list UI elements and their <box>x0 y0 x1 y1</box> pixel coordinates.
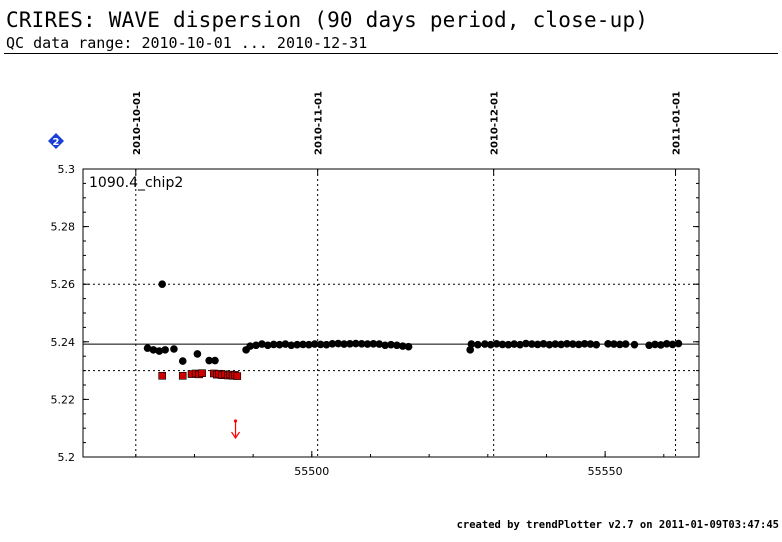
data-point <box>178 357 187 365</box>
data-point <box>352 339 360 348</box>
data-point <box>616 340 624 349</box>
data-point <box>604 340 612 348</box>
data-point <box>269 340 278 349</box>
data-point <box>264 341 272 350</box>
data-point <box>539 340 548 348</box>
data-point <box>674 339 683 348</box>
data-point <box>404 342 413 351</box>
data-point <box>498 340 507 349</box>
data-point <box>592 340 601 349</box>
data-point <box>522 339 530 348</box>
data-point <box>528 340 536 348</box>
data-point <box>466 346 475 354</box>
y-tick-label: 5.26 <box>51 278 76 291</box>
data-point <box>252 341 260 350</box>
data-point <box>580 340 589 348</box>
data-point <box>381 341 389 350</box>
data-point <box>563 340 571 348</box>
chart-title: CRIRES: WAVE dispersion (90 days period,… <box>6 8 649 32</box>
data-point <box>322 340 331 349</box>
data-point <box>299 340 307 349</box>
data-point <box>363 340 372 348</box>
data-point <box>328 340 337 348</box>
data-point <box>630 340 639 349</box>
data-point <box>481 340 489 348</box>
data-point <box>504 340 513 349</box>
data-point <box>143 344 152 352</box>
date-tick-label: 2010-12-01 <box>490 91 501 155</box>
data-point <box>170 345 178 353</box>
data-point <box>545 340 554 349</box>
data-point <box>621 340 630 348</box>
data-point <box>369 340 378 348</box>
footer-credit: created by trendPlotter v2.7 on 2011-01-… <box>456 519 779 531</box>
data-point <box>205 356 213 365</box>
data-point <box>516 340 524 349</box>
data-point <box>586 340 595 348</box>
data-point <box>492 340 501 348</box>
data-point <box>657 341 665 349</box>
data-point <box>211 356 219 365</box>
data-point <box>357 340 366 348</box>
plot-frame <box>82 168 700 458</box>
data-point <box>387 340 395 349</box>
data-point <box>275 340 284 349</box>
y-tick-label: 5.3 <box>58 163 76 176</box>
data-point <box>610 340 618 348</box>
data-point <box>340 340 348 348</box>
data-point <box>393 341 401 350</box>
data-point <box>310 340 319 348</box>
data-point <box>149 346 158 354</box>
data-point <box>668 340 677 349</box>
data-point <box>305 340 313 349</box>
data-point <box>551 340 560 348</box>
flagged-data-point <box>233 372 242 380</box>
data-point <box>346 340 354 348</box>
data-point <box>293 340 301 349</box>
diamond-icon <box>48 133 64 149</box>
qc-data-range: QC data range: 2010-10-01 ... 2010-12-31 <box>6 34 368 52</box>
header-rule <box>4 53 778 54</box>
y-tick-label: 5.2 <box>58 451 76 464</box>
data-point <box>645 341 653 350</box>
flagged-data-point <box>158 371 166 380</box>
data-point <box>281 340 290 348</box>
x-tick-label: 55550 <box>588 465 623 478</box>
legend-marker-label: 2 <box>53 137 60 148</box>
legend-marker: 2 <box>48 133 64 149</box>
flagged-data-point <box>178 371 187 380</box>
data-point <box>510 340 518 348</box>
data-point <box>533 340 542 349</box>
y-tick-label: 5.24 <box>51 336 76 349</box>
data-point <box>375 340 384 348</box>
data-point <box>474 340 482 349</box>
x-tick-label: 55500 <box>294 465 329 478</box>
data-point <box>334 339 343 348</box>
y-tick-label: 5.28 <box>51 221 76 234</box>
data-point <box>569 340 577 348</box>
flagged-data-point <box>198 369 206 377</box>
data-point <box>651 340 659 349</box>
data-point <box>662 340 671 348</box>
date-tick-label: 2010-10-01 <box>132 91 143 155</box>
data-point <box>574 340 583 349</box>
y-tick-label: 5.22 <box>51 393 76 406</box>
data-point <box>398 342 407 350</box>
data-point <box>557 340 565 349</box>
data-point <box>246 342 254 350</box>
data-point <box>287 341 296 350</box>
data-point <box>161 346 169 354</box>
data-point <box>486 340 495 349</box>
panel-label: 1090.4_chip2 <box>89 175 183 191</box>
data-point <box>158 280 166 289</box>
data-point <box>316 340 325 349</box>
data-point <box>193 350 202 358</box>
data-point <box>258 340 266 348</box>
date-tick-label: 2010-11-01 <box>314 91 325 155</box>
data-point <box>155 347 164 355</box>
outlier-arrow-head <box>231 431 241 440</box>
date-tick-label: 2011-01-01 <box>672 91 683 155</box>
data-point <box>467 340 476 348</box>
